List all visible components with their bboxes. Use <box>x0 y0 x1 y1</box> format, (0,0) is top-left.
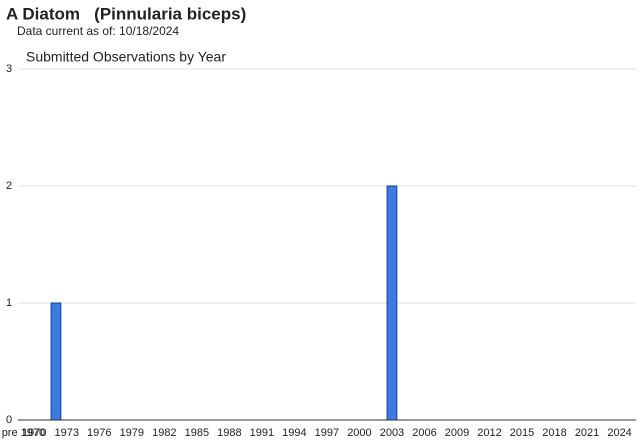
x-tick-label: 2009 <box>445 427 469 439</box>
y-tick-label: 1 <box>6 297 12 309</box>
x-tick-label: 2015 <box>510 427 534 439</box>
chart-title: A Diatom (Pinnularia biceps) <box>6 4 246 23</box>
x-tick-label: 2000 <box>347 427 371 439</box>
x-tick-label: 1970 <box>22 427 46 439</box>
x-tick-label: 1985 <box>185 427 209 439</box>
x-tick-label: 1973 <box>55 427 79 439</box>
bar <box>386 185 398 421</box>
y-tick-label: 3 <box>6 63 12 75</box>
x-tick-label: 2024 <box>607 427 631 439</box>
x-tick-label: 2021 <box>575 427 599 439</box>
data-date: Data current as of: 10/18/2024 <box>17 24 179 38</box>
x-tick-label: 1988 <box>217 427 241 439</box>
x-tick-label: 2012 <box>477 427 501 439</box>
x-tick-label: 1991 <box>250 427 274 439</box>
x-tick-label: 1976 <box>87 427 111 439</box>
x-tick-label: 2006 <box>412 427 436 439</box>
x-tick-label: 2018 <box>542 427 566 439</box>
x-tick-label: 1979 <box>120 427 144 439</box>
x-tick-label: 2003 <box>380 427 404 439</box>
y-tick-label: 2 <box>6 180 12 192</box>
y-tick-label: 0 <box>6 414 12 426</box>
x-tick-label: pre 1970 <box>2 427 45 439</box>
x-tick-label: 1982 <box>152 427 176 439</box>
chart-subtitle: Submitted Observations by Year <box>26 49 226 65</box>
x-tick-label: 1994 <box>282 427 306 439</box>
bar <box>50 302 62 421</box>
x-tick-label: 1997 <box>315 427 339 439</box>
